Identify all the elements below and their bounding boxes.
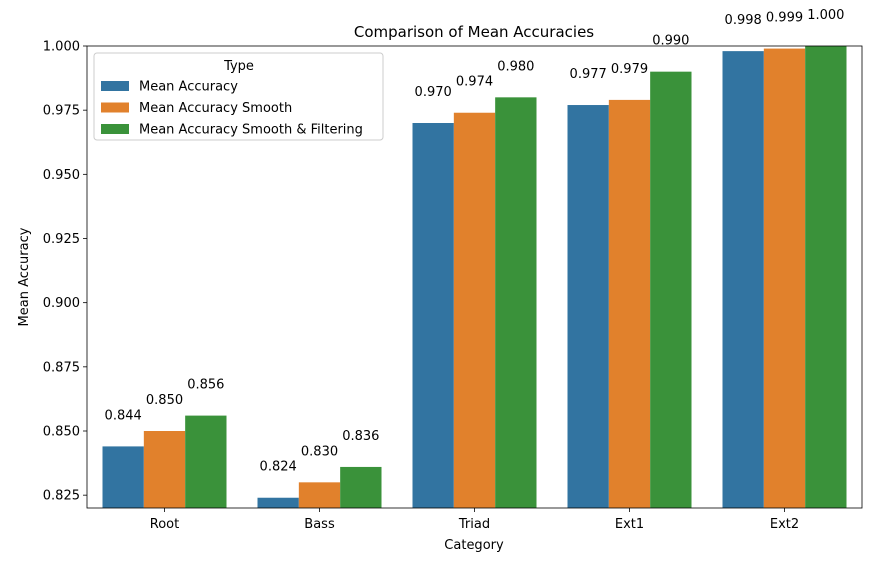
bar-ext1-series-1 [567,105,609,509]
data-label: 0.999 [766,11,803,26]
data-label: 0.824 [260,460,297,475]
data-label: 0.990 [652,34,689,49]
x-tick-label: Bass [304,517,335,532]
data-label: 0.998 [725,13,762,28]
y-tick-label: 0.925 [43,232,80,247]
bar-bass-series-3 [340,466,382,508]
data-label: 0.836 [342,429,379,444]
data-label: 0.980 [497,59,534,74]
bar-ext2-series-1 [722,51,764,509]
plot-area: 0.825 0.850 0.875 0.900 0.925 0.950 0.975 1.000… [43,8,863,532]
legend: Type Mean Accuracy Mean Accuracy Smooth Me… [93,52,384,141]
bar-triad-series-2 [453,112,496,508]
bar-bass-series-2 [298,482,341,508]
legend-swatch-2 [101,102,129,113]
x-tick-label: Ext1 [615,517,644,532]
data-label: 0.830 [301,444,338,459]
data-label: 0.974 [456,75,493,90]
bar-ext1-series-2 [608,99,651,509]
bar-ext1-series-3 [650,71,692,509]
legend-title: Type [223,59,254,74]
data-label: 0.977 [570,67,607,82]
data-label: 0.979 [611,62,648,77]
legend-entry-3: Mean Accuracy Smooth & Filtering [139,123,363,138]
bar-root-series-2 [143,431,186,508]
bar-ext2-series-3 [805,46,847,508]
legend-swatch-1 [101,81,129,91]
data-label: 0.970 [415,85,452,100]
y-tick-label: 0.825 [43,489,80,504]
data-label: 1.000 [807,8,844,23]
data-label: 0.844 [105,408,142,423]
y-tick-label: 0.900 [43,296,80,311]
legend-entry-1: Mean Accuracy [139,80,238,95]
bar-ext2-series-2 [763,48,806,509]
legend-entry-2: Mean Accuracy Smooth [139,101,292,116]
x-axis-label: Category [444,538,504,553]
x-tick-label: Ext2 [770,517,799,532]
bar-triad-series-3 [495,97,537,508]
x-tick-label: Root [150,517,179,532]
bar-triad-series-1 [412,123,454,508]
y-tick-label: 0.975 [43,104,80,119]
y-tick-label: 1.000 [43,40,80,55]
data-label: 0.856 [187,378,224,393]
x-tick-label: Triad [458,517,490,532]
legend-swatch-3 [101,124,129,134]
y-tick-label: 0.950 [43,168,80,183]
data-label: 0.850 [146,393,183,408]
legend-frame [93,52,384,141]
bar-root-series-1 [102,446,144,508]
bar-bass-series-1 [257,497,299,508]
y-tick-label: 0.850 [43,425,80,440]
y-tick-label: 0.875 [43,360,80,375]
y-axis-label: Mean Accuracy [17,227,32,326]
bar-root-series-3 [185,415,227,508]
chart-title: Comparison of Mean Accuracies [354,23,594,41]
